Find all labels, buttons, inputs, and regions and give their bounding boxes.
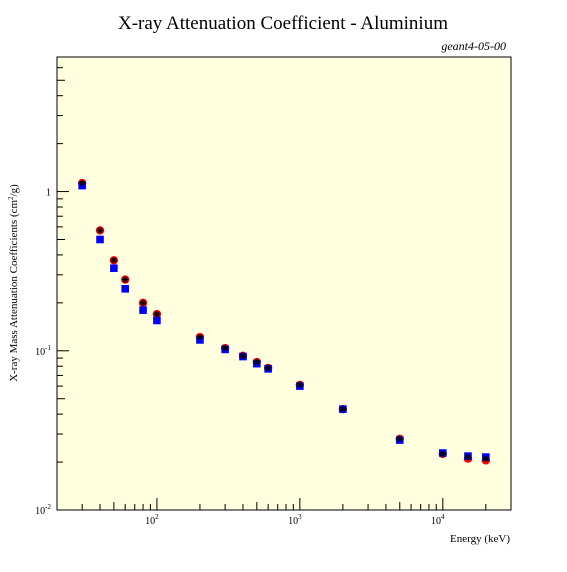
- star-marker: [296, 381, 304, 389]
- star-marker: [78, 179, 86, 187]
- star-marker: [464, 453, 472, 461]
- x-tick-label-exponent: 3: [298, 513, 302, 521]
- y-axis-title-superscript: 2: [7, 196, 15, 200]
- data-points: [77, 178, 491, 465]
- star-marker: [110, 257, 118, 264]
- x-tick-label: 103: [288, 513, 302, 527]
- chart-title: X-ray Attenuation Coefficient - Aluminiu…: [118, 13, 448, 34]
- star-marker: [153, 310, 161, 318]
- star-marker: [439, 450, 446, 458]
- star-marker: [196, 333, 204, 341]
- x-tick-label-exponent: 4: [441, 513, 445, 521]
- star-marker: [122, 276, 129, 283]
- star-marker: [221, 344, 229, 352]
- square-marker: [96, 235, 104, 244]
- star-marker: [396, 435, 403, 443]
- y-tick-label-exponent: -1: [45, 344, 51, 352]
- y-tick-label-base: 1: [46, 188, 51, 199]
- star-marker: [253, 358, 261, 366]
- x-tick-label-base: 10: [288, 516, 298, 527]
- star-marker: [339, 405, 347, 413]
- x-tick-label: 104: [431, 513, 445, 527]
- y-tick-label-base: 10: [35, 506, 45, 517]
- square-marker: [110, 264, 118, 273]
- y-tick-label-exponent: -2: [45, 503, 51, 511]
- star-marker: [139, 299, 147, 307]
- y-tick-label-base: 10: [35, 347, 45, 358]
- x-tick-label-exponent: 2: [155, 513, 159, 521]
- square-marker: [153, 316, 161, 325]
- plot-area: [56, 56, 512, 511]
- star-marker: [239, 352, 247, 359]
- star-marker: [482, 455, 490, 462]
- x-axis-title: Energy (keV): [450, 533, 510, 545]
- x-tick-label-base: 10: [145, 516, 155, 527]
- y-tick-label: 1: [46, 188, 51, 199]
- y-axis-title-main: X-ray Mass Attenuation Coefficients (cm: [8, 199, 20, 381]
- x-tick-label: 102: [145, 513, 159, 527]
- y-tick-label: 10-2: [35, 503, 51, 517]
- y-tick-label: 10-1: [35, 344, 51, 358]
- y-axis-title: X-ray Mass Attenuation Coefficients (cm2…: [7, 184, 20, 382]
- y-axis-title-unit: /g): [8, 184, 20, 197]
- star-marker: [264, 364, 272, 372]
- square-marker: [139, 306, 147, 314]
- square-marker: [121, 285, 130, 293]
- x-tick-label-base: 10: [431, 516, 441, 527]
- star-marker: [96, 227, 104, 234]
- chart-subtitle: geant4-05-00: [441, 39, 506, 53]
